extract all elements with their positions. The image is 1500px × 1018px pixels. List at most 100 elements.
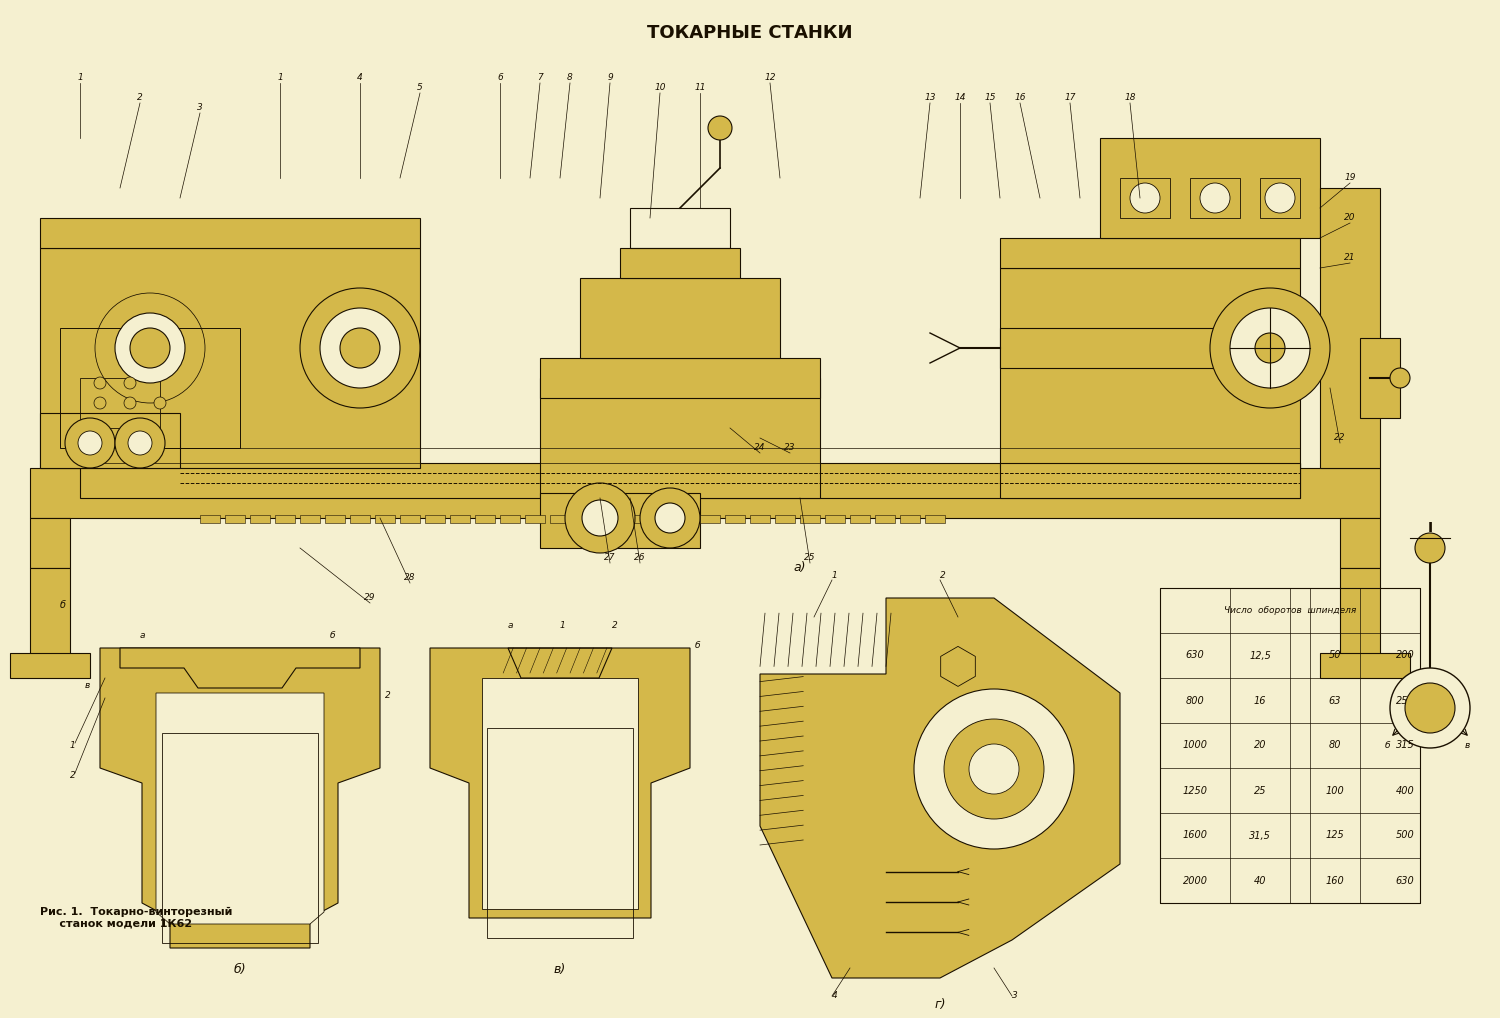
Circle shape: [1406, 683, 1455, 733]
Bar: [500, 515, 520, 523]
Circle shape: [116, 418, 165, 468]
Circle shape: [1390, 367, 1410, 388]
Text: 13: 13: [924, 94, 936, 103]
Bar: [30, 568, 70, 658]
Bar: [1000, 328, 1219, 367]
Bar: [274, 515, 296, 523]
Bar: [874, 515, 896, 523]
Text: в: в: [86, 681, 90, 690]
Text: 315: 315: [1395, 740, 1414, 750]
Bar: [1000, 268, 1300, 468]
Circle shape: [944, 719, 1044, 819]
Bar: [900, 515, 920, 523]
Text: 16: 16: [1014, 94, 1026, 103]
Text: 800: 800: [1185, 695, 1204, 705]
Bar: [550, 515, 570, 523]
Bar: [675, 515, 694, 523]
Text: 1: 1: [833, 571, 837, 580]
Text: 1250: 1250: [1182, 786, 1208, 795]
Text: 31,5: 31,5: [1250, 831, 1270, 841]
Bar: [1000, 238, 1300, 268]
Bar: [724, 515, 746, 523]
Text: 6: 6: [496, 73, 502, 82]
Polygon shape: [760, 598, 1120, 978]
Text: а: а: [509, 621, 513, 630]
Bar: [450, 515, 470, 523]
Bar: [620, 248, 740, 278]
Bar: [60, 328, 240, 448]
Bar: [825, 515, 844, 523]
Bar: [540, 358, 820, 398]
Text: 24: 24: [754, 444, 765, 452]
Text: а): а): [794, 562, 807, 574]
Bar: [400, 515, 420, 523]
Bar: [1340, 568, 1380, 658]
Bar: [162, 733, 318, 943]
Bar: [375, 515, 394, 523]
Circle shape: [1230, 308, 1310, 388]
Text: Число  оборотов  шпинделя: Число оборотов шпинделя: [1224, 606, 1356, 615]
Text: 1: 1: [70, 741, 75, 750]
Text: 2: 2: [612, 621, 618, 630]
Bar: [630, 208, 730, 248]
Bar: [488, 728, 633, 938]
Text: ТОКАРНЫЕ СТАНКИ: ТОКАРНЫЕ СТАНКИ: [648, 24, 852, 42]
Text: 10: 10: [654, 83, 666, 93]
Bar: [40, 218, 420, 248]
Polygon shape: [482, 678, 638, 909]
Text: 125: 125: [1326, 831, 1344, 841]
Circle shape: [1130, 183, 1160, 213]
Bar: [1260, 178, 1300, 218]
Text: 15: 15: [984, 94, 996, 103]
Circle shape: [124, 377, 136, 389]
Text: 2: 2: [940, 571, 945, 580]
Bar: [650, 515, 670, 523]
Text: 16: 16: [1254, 695, 1266, 705]
Circle shape: [64, 418, 116, 468]
Bar: [1120, 178, 1170, 218]
Circle shape: [914, 689, 1074, 849]
Circle shape: [656, 503, 686, 533]
Text: 20: 20: [1344, 214, 1356, 223]
Text: 2: 2: [386, 691, 390, 700]
Text: 1: 1: [278, 73, 284, 82]
Text: 2000: 2000: [1182, 875, 1208, 886]
Circle shape: [340, 328, 380, 367]
Bar: [626, 515, 645, 523]
Bar: [200, 515, 220, 523]
Circle shape: [1414, 533, 1444, 563]
Text: Рис. 1.  Токарно-винторезный
     станок модели 1К62: Рис. 1. Токарно-винторезный станок модел…: [40, 907, 232, 928]
Text: 26: 26: [634, 554, 645, 563]
Text: 630: 630: [1395, 875, 1414, 886]
Bar: [225, 515, 245, 523]
Bar: [10, 653, 90, 678]
Circle shape: [94, 377, 106, 389]
Text: б: б: [1384, 741, 1390, 750]
Text: 22: 22: [1335, 434, 1346, 443]
Text: 2: 2: [70, 771, 75, 780]
Circle shape: [94, 397, 106, 409]
Text: в: в: [1466, 741, 1470, 750]
Text: 28: 28: [405, 573, 416, 582]
Text: 27: 27: [604, 554, 615, 563]
Bar: [540, 493, 700, 548]
Text: 19: 19: [1344, 173, 1356, 182]
Text: 1000: 1000: [1182, 740, 1208, 750]
Circle shape: [1256, 333, 1286, 363]
Text: 50: 50: [1329, 651, 1341, 661]
Bar: [750, 515, 770, 523]
Circle shape: [1264, 183, 1294, 213]
Text: 25: 25: [1254, 786, 1266, 795]
Bar: [700, 515, 720, 523]
Text: 63: 63: [1329, 695, 1341, 705]
Circle shape: [708, 116, 732, 140]
Text: 25: 25: [804, 554, 816, 563]
Bar: [525, 515, 544, 523]
Text: 630: 630: [1185, 651, 1204, 661]
Text: б: б: [694, 641, 700, 651]
Text: 2: 2: [136, 94, 142, 103]
Polygon shape: [940, 646, 975, 686]
Text: 7: 7: [537, 73, 543, 82]
Bar: [1190, 178, 1240, 218]
Circle shape: [128, 431, 152, 455]
